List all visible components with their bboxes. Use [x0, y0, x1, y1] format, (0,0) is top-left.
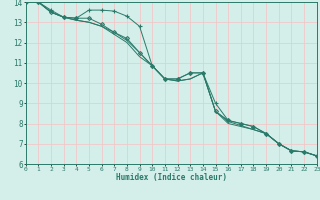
X-axis label: Humidex (Indice chaleur): Humidex (Indice chaleur) — [116, 173, 227, 182]
